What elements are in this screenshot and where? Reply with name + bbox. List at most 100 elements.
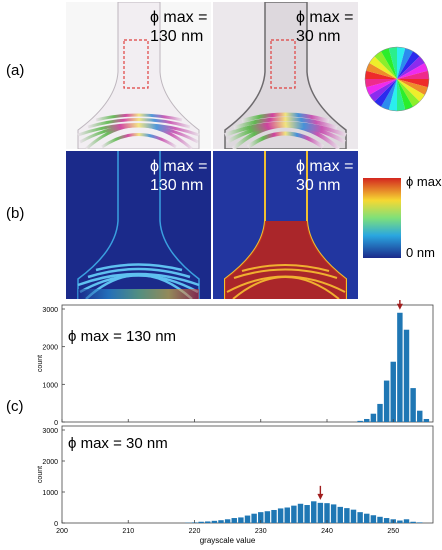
histogram-bar [311, 501, 317, 523]
color-wheel-sector [366, 79, 397, 95]
histogram-bar [417, 410, 423, 422]
y-tick-label: 0 [54, 420, 58, 427]
plot-frame [61, 425, 434, 524]
histogram-bar [324, 503, 330, 523]
y-axis-label: count [37, 466, 44, 483]
color-wheel-sector [397, 70, 429, 79]
histogram-bar [364, 418, 370, 422]
color-wheel-sector [388, 47, 397, 79]
histograms: 0 1000 2000 3000 count ϕ max = 130 nm 0 1000 20… [37, 300, 434, 545]
color-wheel-sector [388, 79, 397, 111]
color-wheel-sector [397, 63, 428, 79]
histogram-title: ϕ max = 130 nm [68, 328, 176, 345]
y-tick-label: 1000 [42, 490, 58, 497]
color-wheel-sector [365, 79, 397, 88]
histogram-bar [284, 507, 290, 523]
roi-box-right [270, 39, 296, 89]
histogram-bar [218, 520, 224, 523]
histogram-bar [370, 515, 377, 523]
colorbar [363, 178, 401, 258]
histogram-130nm: 0 1000 2000 3000 count ϕ max = 130 nm [37, 300, 434, 427]
histogram-bar [410, 521, 416, 523]
y-tick-label: 1000 [42, 382, 58, 389]
histogram-bar [258, 512, 264, 523]
histogram-bar [211, 520, 218, 523]
plot-frame [61, 304, 434, 423]
histogram-bar [297, 503, 304, 523]
y-tick-label: 2000 [42, 345, 58, 352]
x-axis-label: grayscale value [200, 536, 256, 545]
histogram-bar [383, 518, 390, 523]
color-wheel-sector [374, 51, 397, 79]
histogram-bar [377, 516, 383, 523]
histogram-bar [271, 509, 277, 523]
histogram-bar [403, 329, 410, 422]
histogram-30nm: 0 1000 2000 3000 200 210 220 230 240 250 count ϕ ma… [37, 425, 434, 545]
color-wheel-sector [365, 70, 397, 79]
color-wheel-sector [397, 79, 413, 110]
color-wheel-sector [374, 79, 397, 107]
histogram-title: ϕ max = 30 nm [68, 435, 168, 452]
panel-b-images [66, 151, 358, 299]
histogram-bar [205, 521, 211, 523]
panel-label-b: (b) [6, 205, 25, 222]
image-a-right-label: ϕ max = 30 nm [296, 9, 354, 45]
histogram-bar [410, 388, 416, 422]
panel-label-a: (a) [6, 62, 25, 79]
histogram-bar [231, 518, 237, 523]
image-b-right-label: ϕ max = 30 nm [296, 158, 354, 194]
color-wheel-sector [369, 79, 397, 102]
histogram-bar [224, 519, 231, 523]
histogram-bar [337, 506, 343, 523]
histogram-bar [390, 361, 396, 422]
histogram-bar [264, 511, 271, 523]
image-a-left-label: ϕ max = 130 nm [150, 9, 208, 45]
colorbar-top-label: ϕ max [406, 174, 442, 189]
color-wheel [364, 46, 430, 112]
color-wheel-sector [366, 63, 397, 79]
histogram-bar [198, 521, 204, 523]
histogram-bar [357, 420, 363, 422]
color-wheel-sector [369, 56, 397, 79]
histogram-bar [357, 512, 363, 523]
color-wheel-sector [397, 56, 425, 79]
color-wheel-sector [381, 79, 397, 110]
histogram-bar [344, 508, 350, 523]
histogram-bar [377, 403, 383, 422]
y-axis-label: count [37, 355, 44, 372]
histogram-bar [238, 517, 244, 523]
x-tick-label: 240 [321, 528, 333, 535]
histogram-bar [291, 505, 297, 523]
histogram-bar [244, 515, 251, 523]
color-wheel-sector [397, 79, 429, 88]
x-tick-label: 220 [189, 528, 201, 535]
histogram-bar [350, 509, 357, 523]
y-tick-label: 3000 [42, 307, 58, 314]
y-tick-label: 2000 [42, 459, 58, 466]
histogram-bar [417, 522, 423, 523]
color-wheel-sector [381, 48, 397, 79]
colorbar-bottom-label: 0 nm [406, 245, 435, 260]
color-wheel-sector [397, 79, 425, 102]
image-b-left-label: ϕ max = 130 nm [150, 158, 208, 194]
histogram-bar [364, 513, 370, 523]
histogram-bar [251, 513, 257, 523]
x-tick-label: 250 [387, 528, 399, 535]
histogram-bar [304, 505, 310, 523]
color-wheel-sector [397, 79, 420, 107]
histogram-bar [330, 504, 337, 523]
color-wheel-sector [397, 79, 428, 95]
histogram-bar [397, 520, 403, 523]
x-tick-label: 200 [56, 528, 68, 535]
x-tick-label: 230 [255, 528, 267, 535]
x-tick-label: 210 [122, 528, 134, 535]
color-wheel-sector [397, 48, 413, 79]
panel-a-images [66, 2, 358, 149]
color-wheel-sector [397, 47, 406, 79]
roi-box-left [123, 39, 149, 89]
histogram-bar [423, 418, 430, 422]
y-tick-label: 3000 [42, 428, 58, 435]
color-wheel-sector [397, 79, 406, 111]
histogram-bar [277, 508, 284, 523]
color-wheel-sector [397, 51, 420, 79]
